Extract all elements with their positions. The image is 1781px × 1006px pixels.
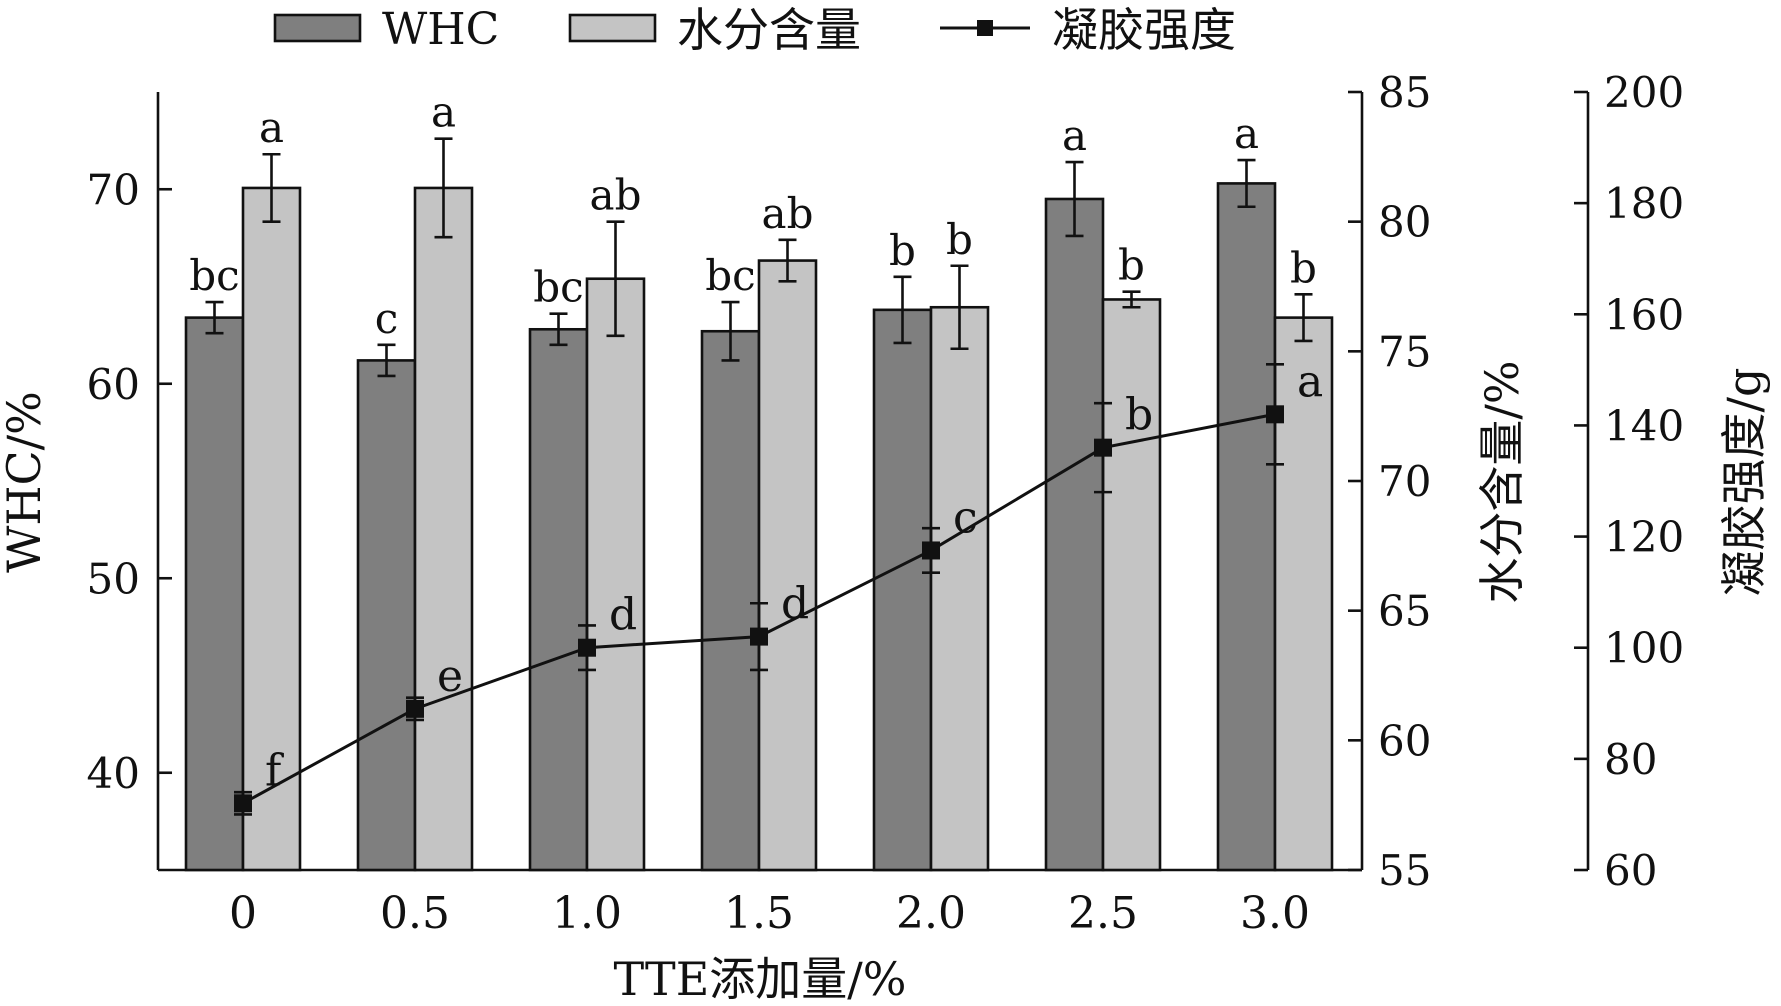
legend-marker-gel xyxy=(977,20,993,36)
left-axis-tick-label: 50 xyxy=(87,554,140,603)
x-axis-tick-label: 2.5 xyxy=(1068,888,1138,939)
right-axis-2-tick-label: 180 xyxy=(1604,179,1684,228)
moisture-letter: a xyxy=(431,88,456,137)
moisture-bar xyxy=(585,277,646,872)
x-axis-tick-label: 0.5 xyxy=(380,888,450,939)
gel-strength-point xyxy=(1094,438,1112,457)
moisture-letter: a xyxy=(259,103,284,152)
moisture-letter: ab xyxy=(590,171,642,220)
right-axis-2-tick-label: 140 xyxy=(1604,401,1684,450)
whc-bar xyxy=(356,359,417,872)
gel-strength-point xyxy=(750,627,768,646)
right-axis-1-tick-label: 85 xyxy=(1378,68,1431,117)
whc-bar xyxy=(700,329,761,872)
x-axis-tick-label: 0 xyxy=(229,888,257,939)
right-axis-2-tick-label: 80 xyxy=(1604,735,1657,784)
legend: WHC 水分含量 凝胶强度 xyxy=(273,3,1236,57)
legend-label-whc: WHC xyxy=(382,4,499,55)
whc-letter: b xyxy=(889,226,916,275)
gel-letter: d xyxy=(609,590,637,641)
left-axis-tick-label: 40 xyxy=(87,749,140,798)
whc-letter: bc xyxy=(705,251,755,300)
axis-ticks: 40 50 60 70 55 60 65 70 75 80 85 60 80 100 120 140 160 18… xyxy=(87,68,1685,939)
gel-letter: c xyxy=(953,492,978,543)
right-axis-1-tick-label: 55 xyxy=(1378,846,1431,895)
moisture-letter: b xyxy=(946,215,973,264)
x-axis-tick-label: 2.0 xyxy=(896,888,966,939)
moisture-bar xyxy=(1273,316,1334,872)
whc-bar xyxy=(872,308,933,872)
right-axis-2-tick-label: 120 xyxy=(1604,513,1684,562)
moisture-letter: b xyxy=(1290,243,1317,292)
moisture-bar xyxy=(413,186,474,872)
right-axis-2-tick-label: 100 xyxy=(1604,624,1684,673)
legend-swatch-whc xyxy=(273,13,362,43)
x-axis-title: TTE添加量/% xyxy=(613,952,906,1006)
left-axis-tick-label: 60 xyxy=(87,360,140,409)
whc-letter: a xyxy=(1062,111,1087,160)
gel-strength-point xyxy=(234,794,252,813)
legend-swatch-moisture xyxy=(568,13,657,43)
gel-letter: f xyxy=(265,745,284,796)
whc-bar xyxy=(184,316,245,872)
gel-letter: d xyxy=(781,579,809,630)
moisture-letter: b xyxy=(1118,241,1145,290)
right-axis-2-title: 凝胶强度/g xyxy=(1717,368,1771,597)
right-axis-1-title: 水分含量/% xyxy=(1475,360,1529,603)
gel-letter: b xyxy=(1125,390,1153,441)
right-axis-1-tick-label: 80 xyxy=(1378,198,1431,247)
right-axis-1-tick-label: 60 xyxy=(1378,716,1431,765)
gel-letter: e xyxy=(437,651,463,702)
x-axis-tick-label: 1.5 xyxy=(724,888,794,939)
legend-label-gel: 凝胶强度 xyxy=(1052,3,1236,57)
moisture-bar xyxy=(929,305,990,872)
moisture-bar xyxy=(1101,298,1162,872)
legend-label-moisture: 水分含量 xyxy=(677,3,861,57)
gel-strength-point xyxy=(922,541,940,560)
left-axis-tick-label: 70 xyxy=(87,165,140,214)
gel-strength-series xyxy=(234,362,1284,816)
whc-letter: bc xyxy=(189,251,239,300)
right-axis-2-tick-label: 60 xyxy=(1604,846,1657,895)
gel-strength-point xyxy=(1266,405,1284,424)
x-axis-tick-label: 1.0 xyxy=(552,888,622,939)
whc-bar xyxy=(1216,182,1277,872)
whc-letter: a xyxy=(1234,109,1259,158)
left-axis-title: WHC/% xyxy=(0,391,51,573)
gel-letter: a xyxy=(1297,356,1323,407)
whc-bar xyxy=(1044,197,1105,872)
whc-letter: c xyxy=(375,294,399,343)
moisture-letter: ab xyxy=(762,189,814,238)
whc-bar xyxy=(528,327,589,872)
right-axis-2-tick-label: 200 xyxy=(1604,68,1684,117)
right-axis-1-tick-label: 65 xyxy=(1378,587,1431,636)
x-axis-tick-label: 3.0 xyxy=(1240,888,1310,939)
gel-strength-point xyxy=(406,699,424,718)
whc-letter: bc xyxy=(533,263,583,312)
moisture-bar xyxy=(757,259,818,872)
right-axis-1-tick-label: 70 xyxy=(1378,457,1431,506)
right-axis-2-tick-label: 160 xyxy=(1604,290,1684,339)
gel-strength-point xyxy=(578,638,596,657)
bars xyxy=(184,137,1334,872)
right-axis-1-tick-label: 75 xyxy=(1378,327,1431,376)
